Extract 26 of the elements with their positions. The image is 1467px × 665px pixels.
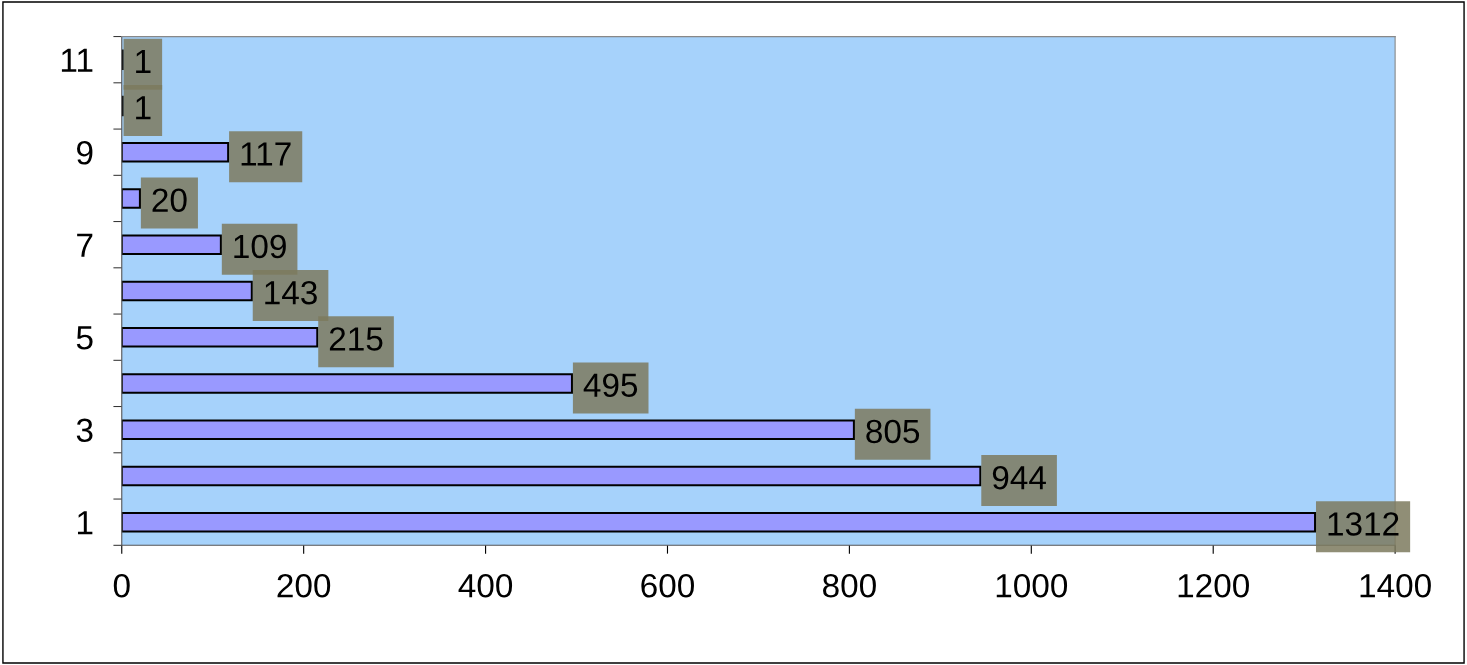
data-label: 143	[265, 280, 317, 305]
x-tick-label: 1400	[1360, 573, 1431, 598]
data-label: 20	[152, 188, 187, 213]
data-label: 944	[992, 465, 1046, 490]
x-tick-label: 0	[113, 573, 130, 598]
data-label: 109	[234, 234, 286, 259]
data-label: 495	[583, 373, 638, 398]
data-label: 215	[329, 327, 383, 351]
x-tick-label: 800	[823, 573, 876, 598]
x-tick-label: 1000	[996, 573, 1068, 598]
x-tick-label: 600	[641, 573, 694, 598]
y-tick-label: 1	[77, 511, 93, 535]
x-tick-label: 400	[458, 573, 513, 598]
data-label: 1312	[1328, 512, 1399, 536]
data-label: 1	[136, 50, 151, 73]
y-tick-label: 11	[61, 48, 93, 72]
y-tick-label: 9	[77, 141, 93, 165]
y-tick-label: 5	[76, 326, 93, 350]
data-label: 805	[866, 419, 920, 444]
x-tick-label: 200	[277, 573, 331, 598]
x-tick-label: 1200	[1178, 573, 1249, 598]
y-tick-label: 7	[77, 233, 93, 257]
y-tick-label: 3	[76, 418, 93, 443]
bar	[121, 188, 141, 209]
data-label: 1	[136, 96, 151, 120]
data-label: 117	[241, 142, 291, 166]
